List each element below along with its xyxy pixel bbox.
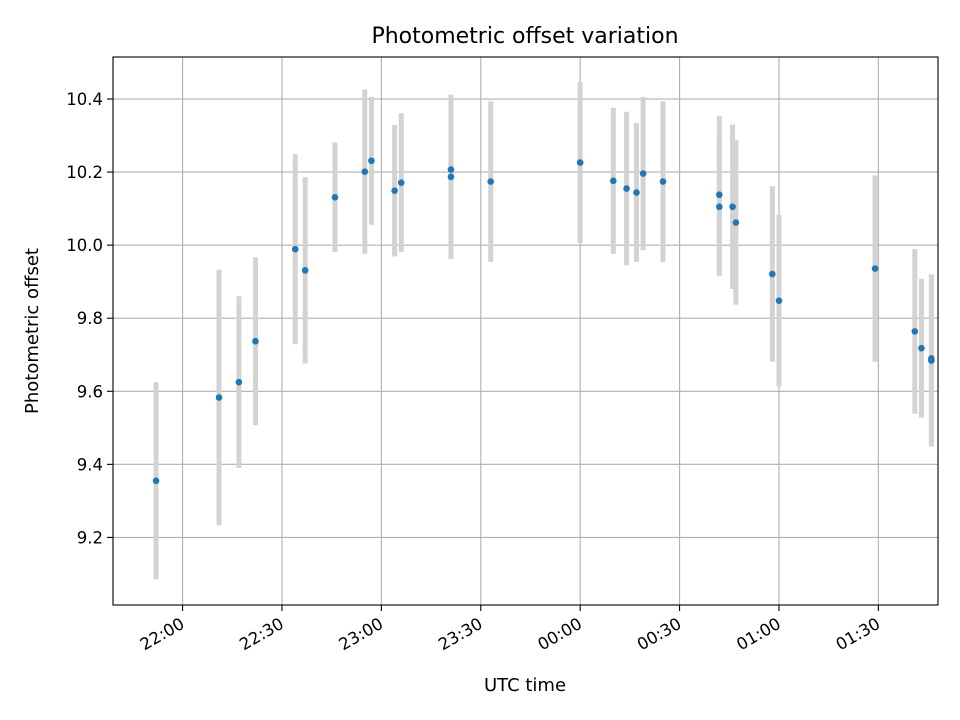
data-point [610,177,617,185]
data-point [391,187,398,195]
data-point [918,344,925,352]
data-point [291,245,299,253]
data-point [769,270,776,278]
data-point [633,189,640,196]
y-tick-label: 9.4 [77,455,103,474]
y-tick-label: 10.2 [66,163,103,182]
y-axis-label: Photometric offset [22,248,43,414]
data-point [871,265,879,272]
data-point [152,477,160,485]
data-point [639,170,647,177]
y-tick-label: 9.6 [77,382,103,401]
data-point [368,157,375,165]
data-point [487,178,495,185]
y-tick-label: 10.4 [66,90,103,109]
data-point [928,355,935,362]
data-point [716,191,723,199]
data-point [576,159,584,166]
y-tick-label: 9.2 [77,528,103,547]
plot-frame [112,56,939,606]
data-point [623,185,630,192]
data-point [775,297,783,304]
data-point [659,178,667,185]
chart-title: Photometric offset variation [371,24,678,49]
data-point [361,168,369,176]
data-point [447,166,455,173]
data-point [911,328,919,335]
data-point [235,378,243,386]
x-axis-label: UTC time [484,675,566,696]
data-point [397,179,405,186]
y-tick-label: 10.0 [66,236,103,255]
y-tick-label: 9.8 [77,309,103,328]
data-point [729,203,736,211]
point-layer [152,157,935,485]
data-point [301,267,309,274]
data-point [732,219,740,226]
data-point [252,337,259,345]
data-point [331,193,339,201]
data-point [215,394,223,401]
grid-layer [113,57,938,605]
data-point [447,173,455,181]
data-point [716,203,723,211]
